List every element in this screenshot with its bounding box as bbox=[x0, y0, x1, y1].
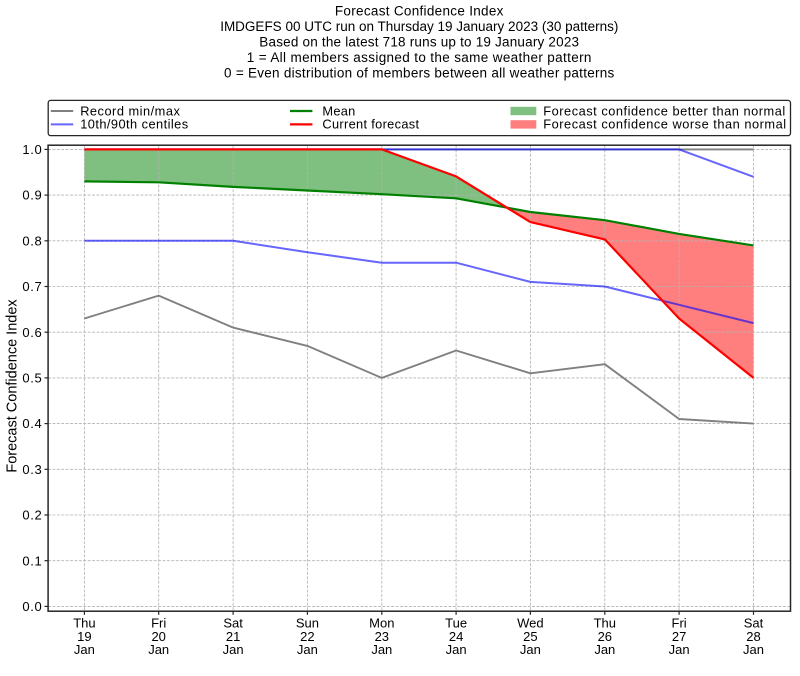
svg-text:Fri: Fri bbox=[151, 616, 166, 631]
svg-text:0.2: 0.2 bbox=[22, 508, 42, 523]
svg-text:Sun: Sun bbox=[296, 616, 319, 631]
svg-text:0.4: 0.4 bbox=[22, 416, 42, 431]
svg-text:0.5: 0.5 bbox=[22, 371, 42, 386]
svg-text:Thu: Thu bbox=[594, 616, 616, 631]
svg-text:22: 22 bbox=[300, 629, 314, 644]
svg-text:Jan: Jan bbox=[520, 642, 541, 657]
svg-text:21: 21 bbox=[226, 629, 240, 644]
svg-text:0.8: 0.8 bbox=[22, 233, 42, 248]
svg-text:Record min/max: Record min/max bbox=[80, 103, 180, 118]
svg-text:1 = All members assigned to th: 1 = All members assigned to the same wea… bbox=[247, 50, 592, 65]
svg-text:Jan: Jan bbox=[74, 642, 95, 657]
svg-text:28: 28 bbox=[746, 629, 760, 644]
svg-text:20: 20 bbox=[151, 629, 165, 644]
svg-text:Jan: Jan bbox=[148, 642, 169, 657]
svg-text:19: 19 bbox=[77, 629, 91, 644]
svg-text:0.6: 0.6 bbox=[22, 325, 42, 340]
svg-text:Mon: Mon bbox=[369, 616, 394, 631]
svg-text:0.3: 0.3 bbox=[22, 462, 42, 477]
svg-text:Jan: Jan bbox=[594, 642, 615, 657]
svg-text:25: 25 bbox=[523, 629, 537, 644]
svg-text:IMDGEFS 00 UTC run on Thursday: IMDGEFS 00 UTC run on Thursday 19 Januar… bbox=[220, 19, 618, 34]
svg-text:Based on the latest 718 runs u: Based on the latest 718 runs up to 19 Ja… bbox=[259, 34, 579, 49]
svg-text:1.0: 1.0 bbox=[22, 142, 42, 157]
svg-text:Jan: Jan bbox=[446, 642, 467, 657]
svg-text:Forecast Confidence Index: Forecast Confidence Index bbox=[5, 299, 21, 473]
svg-text:Tue: Tue bbox=[445, 616, 467, 631]
svg-text:27: 27 bbox=[672, 629, 686, 644]
svg-text:Forecast confidence better tha: Forecast confidence better than normal bbox=[543, 103, 785, 118]
svg-text:26: 26 bbox=[598, 629, 612, 644]
svg-text:10th/90th centiles: 10th/90th centiles bbox=[80, 117, 188, 132]
svg-text:Forecast Confidence Index: Forecast Confidence Index bbox=[335, 3, 504, 18]
svg-text:23: 23 bbox=[375, 629, 389, 644]
svg-text:Current forecast: Current forecast bbox=[322, 117, 419, 132]
svg-text:Forecast confidence worse than: Forecast confidence worse than normal bbox=[543, 117, 786, 132]
svg-text:0 = Even distribution of membe: 0 = Even distribution of members between… bbox=[224, 65, 615, 80]
svg-text:0.9: 0.9 bbox=[22, 188, 42, 203]
svg-text:Jan: Jan bbox=[297, 642, 318, 657]
svg-text:Fri: Fri bbox=[672, 616, 687, 631]
svg-text:Jan: Jan bbox=[223, 642, 244, 657]
svg-text:Sat: Sat bbox=[223, 616, 243, 631]
svg-text:Jan: Jan bbox=[371, 642, 392, 657]
svg-text:Jan: Jan bbox=[669, 642, 690, 657]
svg-text:Wed: Wed bbox=[517, 616, 544, 631]
svg-text:Mean: Mean bbox=[322, 103, 355, 118]
svg-text:Sat: Sat bbox=[744, 616, 764, 631]
svg-text:Jan: Jan bbox=[743, 642, 764, 657]
svg-text:0.7: 0.7 bbox=[22, 279, 42, 294]
svg-text:Thu: Thu bbox=[73, 616, 95, 631]
svg-text:24: 24 bbox=[449, 629, 463, 644]
svg-text:0.0: 0.0 bbox=[22, 599, 42, 614]
svg-text:0.1: 0.1 bbox=[22, 553, 42, 568]
